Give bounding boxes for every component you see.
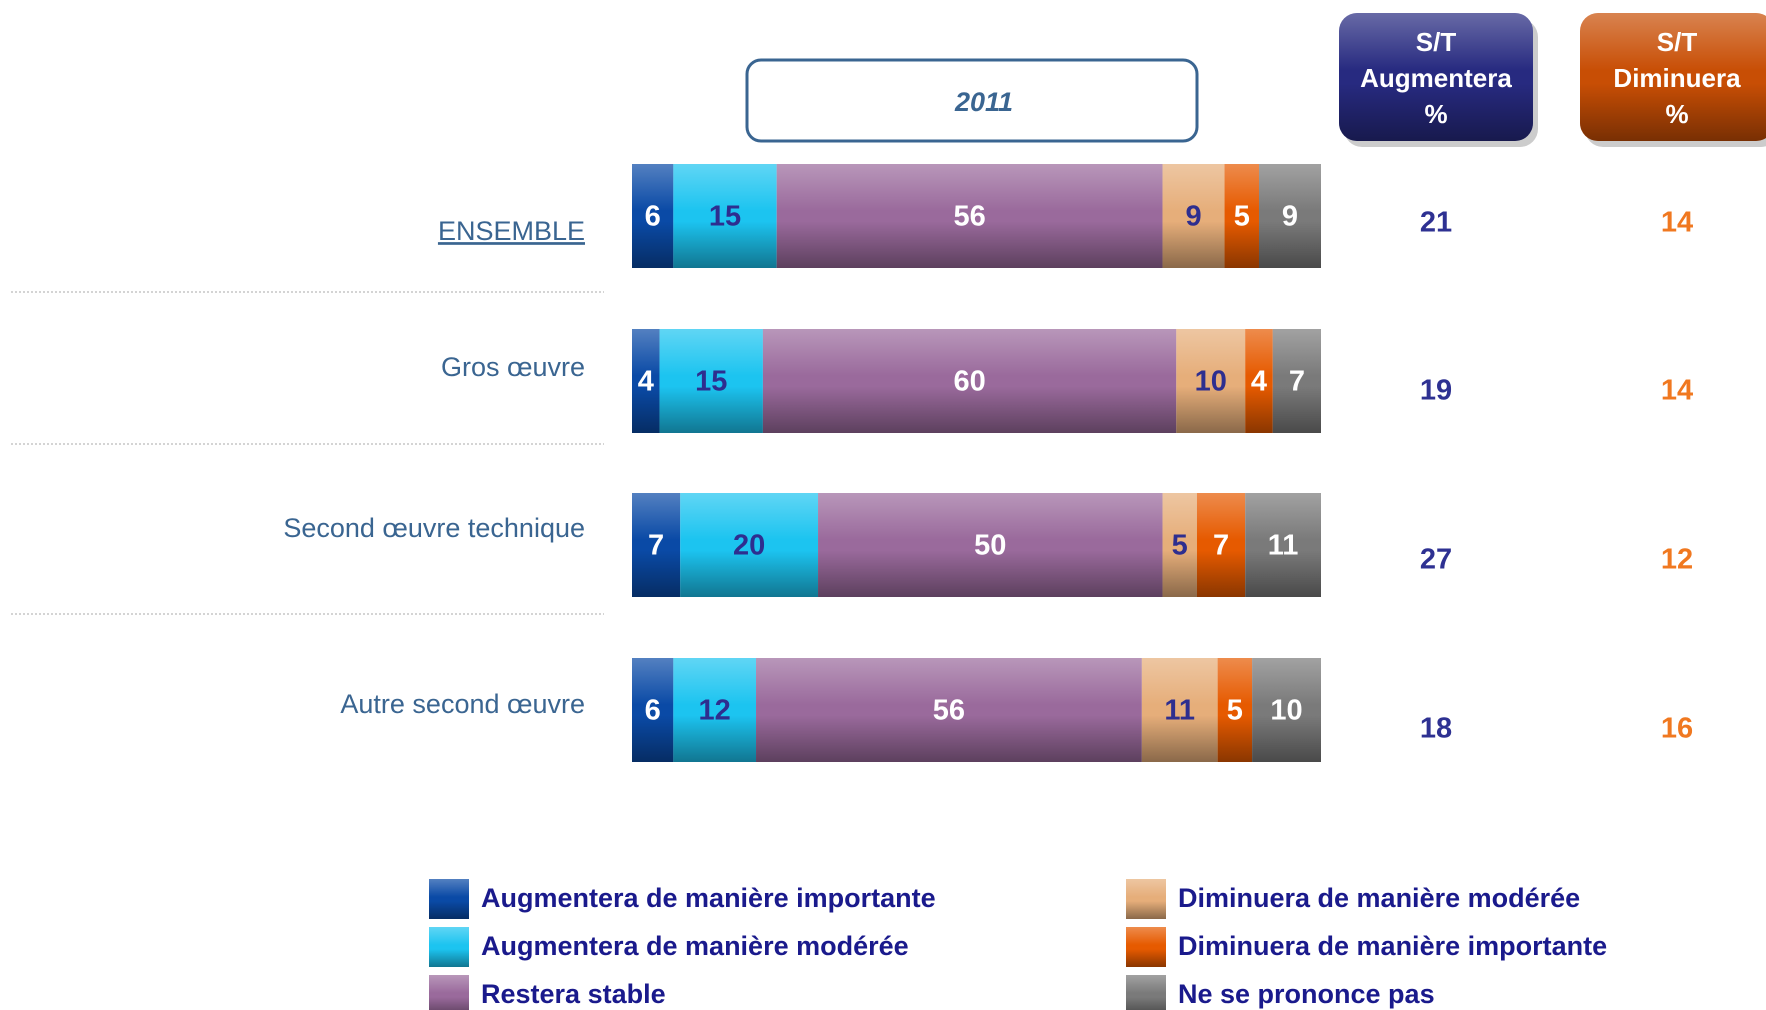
value-label: 4 — [1251, 366, 1267, 398]
value-label: 5 — [1172, 530, 1188, 562]
category-label: Gros œuvre — [441, 352, 585, 382]
summary-value: 12 — [1661, 544, 1693, 576]
bar-shade — [632, 329, 660, 433]
summary-value: 19 — [1420, 375, 1452, 407]
bar-shade — [1224, 164, 1259, 268]
value-label: 50 — [974, 530, 1006, 562]
summary-value: 16 — [1661, 713, 1693, 745]
legend-label: Restera stable — [481, 979, 666, 1009]
legend-swatch-shade — [429, 879, 469, 919]
bar-shade — [1217, 658, 1253, 762]
value-label: 5 — [1227, 695, 1243, 727]
summary-value: 21 — [1420, 207, 1452, 239]
summary-header-text: Diminuera — [1613, 63, 1741, 93]
value-label: 11 — [1164, 695, 1195, 727]
bar-shade — [1258, 164, 1321, 268]
summary-header-text: % — [1665, 99, 1688, 129]
period-box — [745, 58, 1199, 143]
bar-shade — [1176, 329, 1246, 433]
bar-shade — [1162, 164, 1225, 268]
value-label: 6 — [645, 201, 661, 233]
bar-shade — [1196, 493, 1246, 597]
value-label: 60 — [953, 366, 985, 398]
legend-label: Diminuera de manière importante — [1178, 931, 1607, 961]
value-label: 11 — [1268, 530, 1299, 562]
legend-label: Augmentera de manière modérée — [481, 931, 909, 961]
bar-shade — [680, 493, 819, 597]
legend-label: Augmentera de manière importante — [481, 883, 936, 913]
value-label: 4 — [638, 366, 654, 398]
summary-value: 14 — [1661, 375, 1693, 407]
value-label: 9 — [1185, 201, 1201, 233]
value-label: 56 — [953, 201, 985, 233]
bar-shade — [632, 164, 674, 268]
bar-shade — [756, 658, 1142, 762]
value-label: 7 — [648, 530, 664, 562]
legend-swatch-shade — [429, 927, 469, 967]
bar-shade — [776, 164, 1163, 268]
summary-value: 14 — [1661, 207, 1693, 239]
bar-shade — [659, 329, 763, 433]
summary-value: 27 — [1420, 544, 1452, 576]
value-label: 10 — [1270, 695, 1302, 727]
bar-shade — [673, 164, 777, 268]
legend-swatch-shade — [1126, 975, 1166, 1010]
summary-value: 18 — [1420, 713, 1452, 745]
category-label: Second œuvre technique — [283, 513, 585, 543]
chart-title: 2011 — [954, 87, 1013, 117]
legend-label: Diminuera de manière modérée — [1178, 883, 1580, 913]
bar-shade — [818, 493, 1163, 597]
bar-shade — [1141, 658, 1218, 762]
bar-shade — [1162, 493, 1197, 597]
legend-swatch-shade — [1126, 879, 1166, 919]
bar-shade — [762, 329, 1177, 433]
summary-header-shade — [1580, 13, 1766, 141]
value-label: 56 — [933, 695, 965, 727]
value-label: 15 — [709, 201, 741, 233]
bar-shade — [673, 658, 757, 762]
summary-header-text: Augmentera — [1360, 63, 1512, 93]
bar-shade — [1245, 329, 1273, 433]
legend-label: Ne se prononce pas — [1178, 979, 1435, 1009]
value-label: 5 — [1234, 201, 1250, 233]
legend-swatch-shade — [1126, 927, 1166, 967]
summary-header-text: S/T — [1657, 27, 1698, 57]
value-label: 10 — [1195, 366, 1227, 398]
bar-shade — [1245, 493, 1321, 597]
value-label: 7 — [1289, 366, 1305, 398]
summary-header-text: S/T — [1416, 27, 1457, 57]
summary-header-shade — [1339, 13, 1533, 141]
summary-header-text: % — [1424, 99, 1447, 129]
category-label: Autre second œuvre — [340, 689, 585, 719]
value-label: 15 — [695, 366, 727, 398]
legend-swatch-shade — [429, 975, 469, 1010]
value-label: 20 — [733, 530, 765, 562]
category-label: ENSEMBLE — [438, 216, 585, 246]
value-label: 7 — [1213, 530, 1229, 562]
value-label: 9 — [1282, 201, 1298, 233]
bar-shade — [1252, 658, 1321, 762]
bar-shade — [632, 493, 681, 597]
bar-shade — [1272, 329, 1321, 433]
value-label: 12 — [699, 695, 731, 727]
value-label: 6 — [645, 695, 661, 727]
bar-shade — [632, 658, 674, 762]
